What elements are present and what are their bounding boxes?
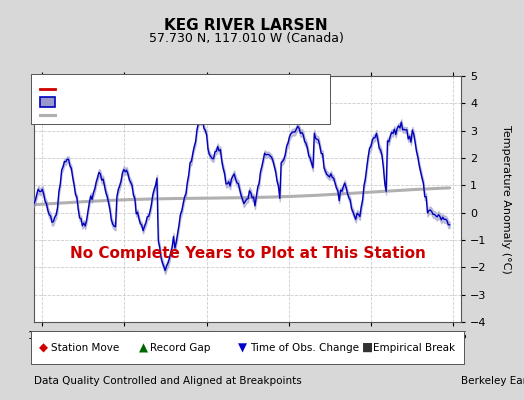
Text: No Complete Years to Plot at This Station: No Complete Years to Plot at This Statio…: [70, 246, 425, 261]
Text: Global Land (5-year average): Global Land (5-year average): [59, 110, 212, 120]
Text: KEG RIVER LARSEN: KEG RIVER LARSEN: [165, 18, 328, 33]
Text: Berkeley Earth: Berkeley Earth: [461, 376, 524, 386]
Text: Record Gap: Record Gap: [150, 342, 211, 353]
Y-axis label: Temperature Anomaly (°C): Temperature Anomaly (°C): [500, 125, 510, 273]
Text: ◆: ◆: [39, 341, 48, 354]
Text: Data Quality Controlled and Aligned at Breakpoints: Data Quality Controlled and Aligned at B…: [34, 376, 302, 386]
Text: This Temperature Station (12-month average): This Temperature Station (12-month avera…: [59, 84, 298, 94]
Text: ■: ■: [362, 341, 373, 354]
Text: 57.730 N, 117.010 W (Canada): 57.730 N, 117.010 W (Canada): [149, 32, 344, 45]
Text: ▼: ▼: [238, 341, 247, 354]
Text: Empirical Break: Empirical Break: [373, 342, 455, 353]
Text: Regional Expectation with 95% uncertainty: Regional Expectation with 95% uncertaint…: [59, 97, 285, 107]
Text: Time of Obs. Change: Time of Obs. Change: [250, 342, 359, 353]
Text: ▲: ▲: [139, 341, 148, 354]
Text: Station Move: Station Move: [51, 342, 119, 353]
